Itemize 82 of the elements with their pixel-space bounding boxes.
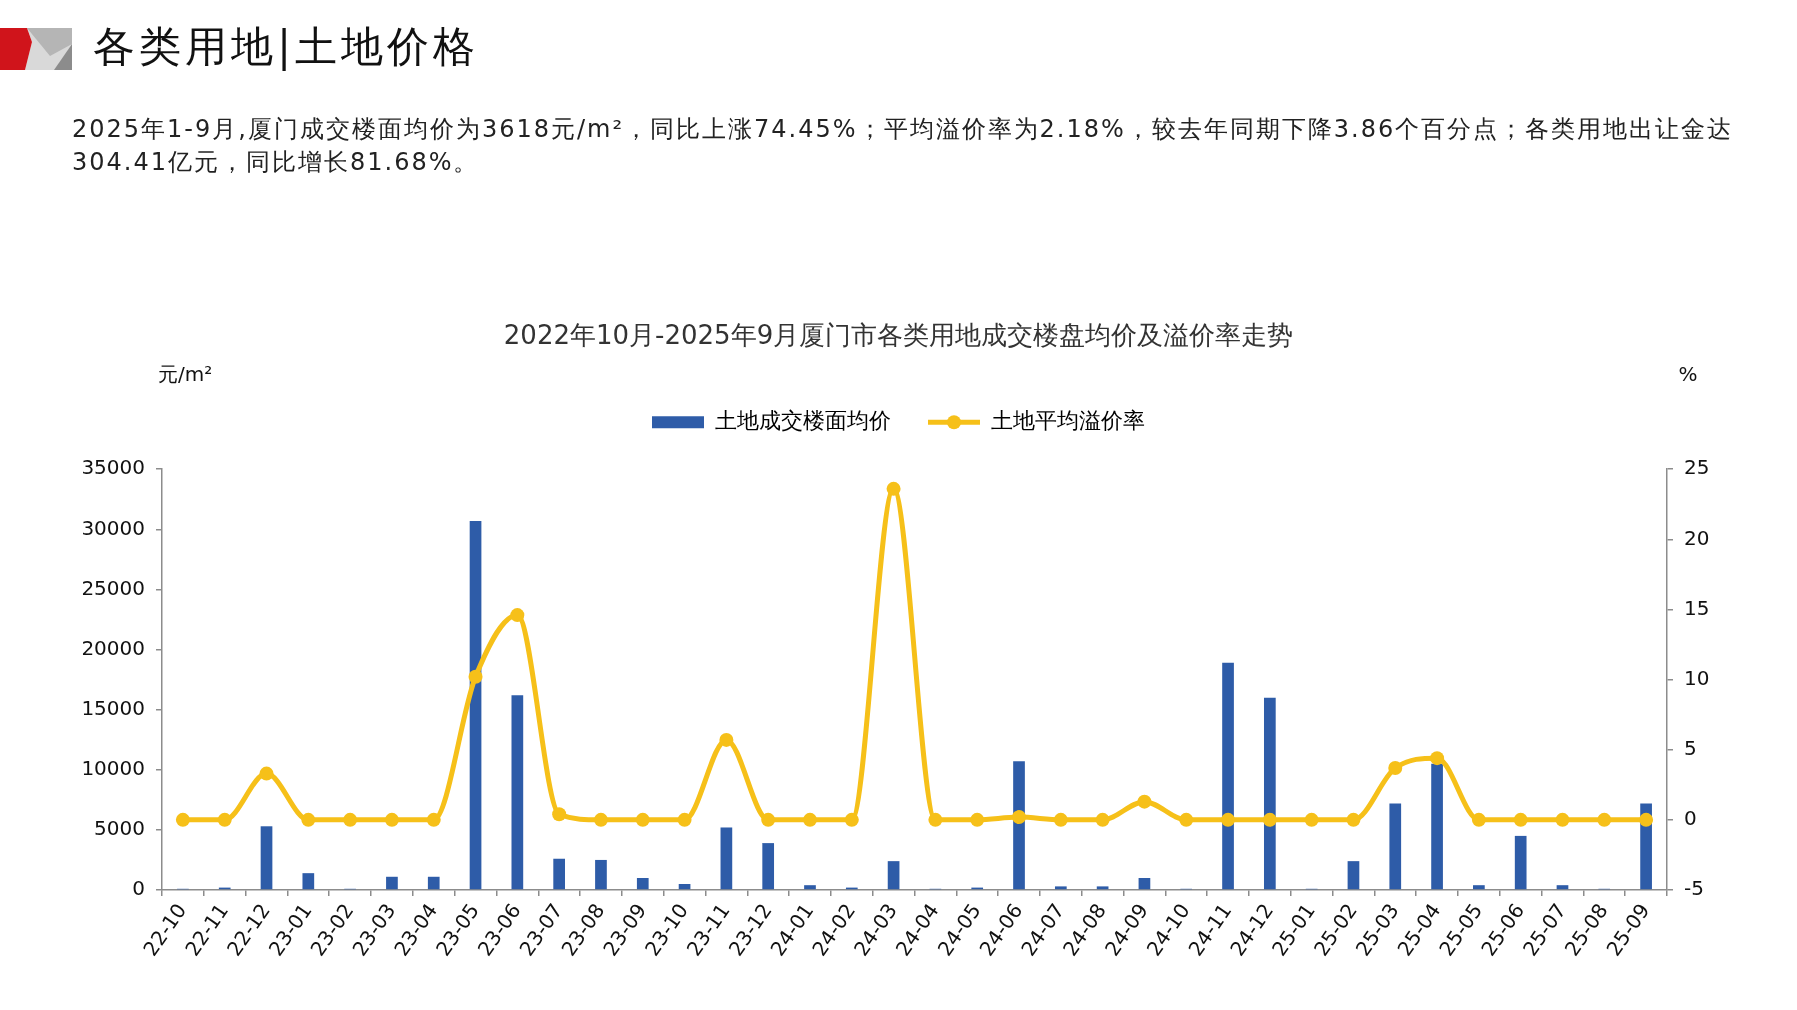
point (468, 669, 483, 684)
point (1639, 812, 1654, 827)
y-tick-label: 25000 (81, 575, 145, 600)
point (1095, 812, 1110, 827)
bar (302, 873, 315, 890)
point (844, 812, 859, 827)
point (802, 812, 817, 827)
point (886, 481, 901, 496)
bar (1054, 886, 1067, 890)
y2-tick-label: 10 (1684, 665, 1710, 690)
point (1388, 760, 1403, 775)
y-tick-label: 35000 (81, 455, 145, 480)
y2-tick-label: 25 (1684, 455, 1710, 480)
text: 各类用地|土地价格 (93, 22, 480, 72)
y2-tick-label: 5 (1684, 735, 1697, 760)
point (1346, 812, 1361, 827)
bar (1556, 885, 1569, 890)
bar (1138, 877, 1151, 890)
point (1513, 812, 1528, 827)
bar (1389, 803, 1402, 890)
bar (511, 695, 524, 890)
point (635, 812, 650, 827)
point (1221, 812, 1236, 827)
y-tick-label: 20000 (81, 635, 145, 660)
bar (260, 826, 273, 890)
legend-label: 土地成交楼面均价 (715, 407, 891, 433)
legend-label: 土地平均溢价率 (991, 407, 1145, 433)
bar (1514, 835, 1527, 890)
point (1471, 812, 1486, 827)
bar (595, 859, 607, 890)
y-tick-label: 0 (132, 876, 145, 901)
text: 2025年1-9月,厦门成交楼面均价为3618元/m²，同比上涨74.45%；平均溢价率为2.18%，较去年同期下降3.86个百分点；各类用地出让金达304.41亿元，同比增长81.68%。 (72, 114, 1735, 178)
bar (1347, 861, 1360, 890)
point (217, 812, 232, 827)
bar (386, 876, 398, 890)
point (1304, 812, 1319, 827)
bar (1096, 886, 1109, 890)
bar (1222, 662, 1234, 890)
point (761, 812, 776, 827)
bar (1431, 763, 1443, 890)
point (1262, 812, 1277, 827)
bar (427, 876, 440, 890)
point (1555, 812, 1570, 827)
point (1430, 751, 1445, 766)
y2-axis-title: % (1678, 362, 1698, 387)
point (719, 732, 734, 747)
point (1012, 810, 1027, 825)
point (677, 812, 692, 827)
bar (720, 827, 733, 890)
y-tick-label: 30000 (81, 515, 145, 540)
bar (1013, 761, 1025, 890)
bar (553, 858, 566, 890)
point (552, 807, 567, 822)
point (301, 812, 316, 827)
y2-tick-label: 20 (1684, 525, 1710, 550)
point (384, 812, 399, 827)
y-tick-label: 5000 (94, 816, 145, 841)
bar (636, 877, 649, 890)
point (593, 812, 608, 827)
point (175, 812, 190, 827)
bar (762, 843, 775, 890)
point (970, 812, 985, 827)
y-tick-label: 15000 (81, 695, 145, 720)
bar (1263, 697, 1276, 890)
point (1179, 812, 1194, 827)
point (1597, 812, 1612, 827)
chart-title: 2022年10月-2025年9月厦门市各类用地成交楼盘均价及溢价率走势 (503, 320, 1294, 351)
bar (1473, 885, 1485, 890)
y2-tick-label: 0 (1684, 806, 1697, 831)
bar (887, 861, 900, 890)
y2-tick-label: 15 (1684, 595, 1710, 620)
point (426, 812, 441, 827)
point (928, 812, 943, 827)
point (1053, 812, 1068, 827)
point (1137, 794, 1152, 809)
bar (804, 885, 816, 890)
y-axis-title: 元/m² (158, 362, 213, 387)
point (343, 812, 358, 827)
point (259, 766, 274, 781)
y2-tick-label: -5 (1684, 876, 1704, 901)
point (510, 608, 525, 623)
y-tick-label: 10000 (81, 755, 145, 780)
